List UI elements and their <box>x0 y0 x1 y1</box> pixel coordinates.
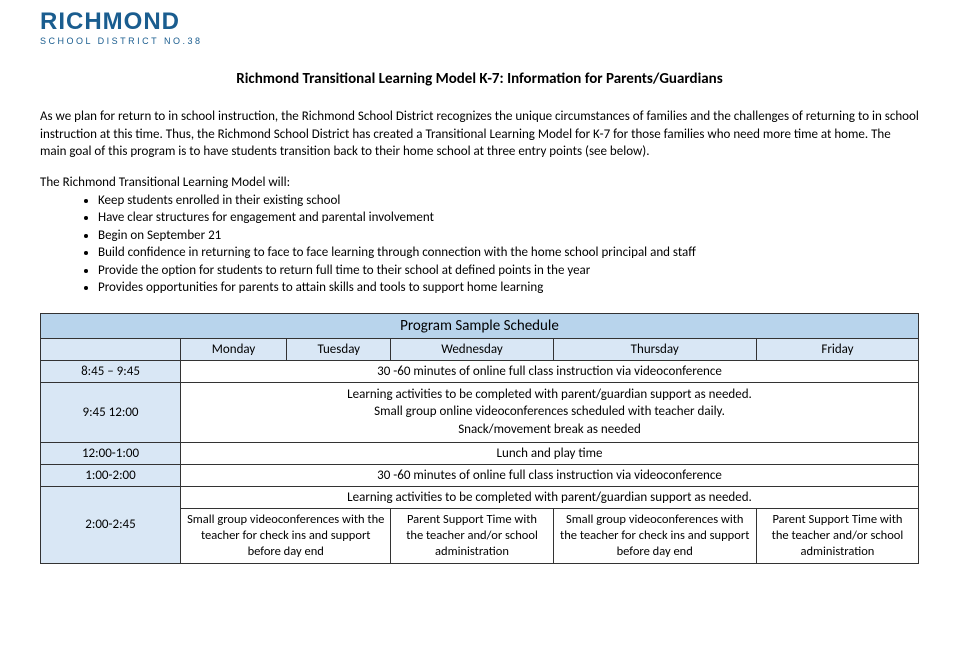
day-header: Thursday <box>553 338 756 360</box>
time-cell: 2:00-2:45 <box>41 486 181 564</box>
table-header-row: Monday Tuesday Wednesday Thursday Friday <box>41 338 919 360</box>
schedule-table: Program Sample Schedule Monday Tuesday W… <box>40 313 919 564</box>
activity-cell: Learning activities to be completed with… <box>181 486 919 508</box>
time-cell: 9:45 12:00 <box>41 382 181 442</box>
activity-cell: Parent Support Time with the teacher and… <box>756 508 918 564</box>
feature-list: Keep students enrolled in their existing… <box>40 192 919 297</box>
list-item: Provide the option for students to retur… <box>98 262 919 280</box>
activity-cell: Small group videoconferences with the te… <box>553 508 756 564</box>
day-header: Monday <box>181 338 287 360</box>
time-cell: 12:00-1:00 <box>41 442 181 464</box>
table-row: 2:00-2:45 Learning activities to be comp… <box>41 486 919 508</box>
time-cell: 1:00-2:00 <box>41 464 181 486</box>
activity-cell: Small group videoconferences with the te… <box>181 508 391 564</box>
table-row: 1:00-2:00 30 -60 minutes of online full … <box>41 464 919 486</box>
list-item: Begin on September 21 <box>98 227 919 245</box>
activity-line: Snack/movement break as needed <box>187 421 912 439</box>
list-item: Build confidence in returning to face to… <box>98 244 919 262</box>
logo-main-text: RICHMOND <box>40 8 919 36</box>
day-header: Friday <box>756 338 918 360</box>
activity-line: Learning activities to be completed with… <box>187 386 912 404</box>
table-row: 8:45 – 9:45 30 -60 minutes of online ful… <box>41 360 919 382</box>
activity-cell: 30 -60 minutes of online full class inst… <box>181 464 919 486</box>
day-header: Wednesday <box>391 338 553 360</box>
list-item: Have clear structures for engagement and… <box>98 209 919 227</box>
list-item: Keep students enrolled in their existing… <box>98 192 919 210</box>
table-title: Program Sample Schedule <box>41 313 919 338</box>
day-header: Tuesday <box>287 338 391 360</box>
logo-sub-text: SCHOOL DISTRICT NO.38 <box>40 36 919 46</box>
time-header-blank <box>41 338 181 360</box>
list-item: Provides opportunities for parents to at… <box>98 279 919 297</box>
page-title: Richmond Transitional Learning Model K-7… <box>40 70 919 88</box>
bullets-lead: The Richmond Transitional Learning Model… <box>40 175 919 190</box>
table-row: 9:45 12:00 Learning activities to be com… <box>41 382 919 442</box>
activity-cell: Lunch and play time <box>181 442 919 464</box>
time-cell: 8:45 – 9:45 <box>41 360 181 382</box>
table-row: 12:00-1:00 Lunch and play time <box>41 442 919 464</box>
activity-cell: Parent Support Time with the teacher and… <box>391 508 553 564</box>
activity-cell: 30 -60 minutes of online full class inst… <box>181 360 919 382</box>
intro-paragraph: As we plan for return to in school instr… <box>40 108 919 161</box>
activity-cell: Learning activities to be completed with… <box>181 382 919 442</box>
activity-line: Small group online videoconferences sche… <box>187 403 912 421</box>
district-logo: RICHMOND SCHOOL DISTRICT NO.38 <box>40 8 919 46</box>
